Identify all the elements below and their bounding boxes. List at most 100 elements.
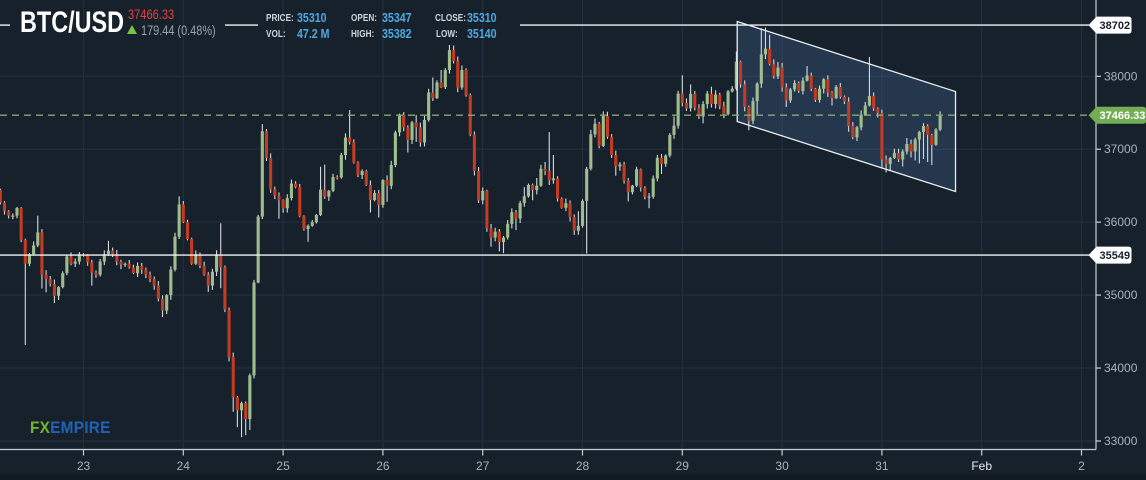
candle[interactable] (327, 190, 331, 197)
candle[interactable] (61, 273, 65, 288)
candle[interactable] (585, 168, 589, 201)
candle[interactable] (647, 196, 651, 198)
candle[interactable] (697, 107, 701, 117)
candle[interactable] (680, 93, 684, 103)
candle[interactable] (614, 154, 618, 167)
candle[interactable] (15, 207, 19, 216)
candle[interactable] (934, 129, 938, 145)
candle[interactable] (938, 115, 942, 130)
candle[interactable] (659, 157, 664, 164)
candle[interactable] (32, 245, 36, 255)
candle[interactable] (797, 82, 801, 91)
candle[interactable] (489, 228, 493, 238)
candle[interactable] (368, 184, 372, 201)
candle[interactable] (693, 93, 697, 108)
candle[interactable] (273, 189, 277, 196)
candle[interactable] (302, 216, 306, 230)
candle[interactable] (676, 93, 680, 126)
candle[interactable] (809, 75, 813, 89)
candle[interactable] (456, 60, 460, 88)
candle[interactable] (402, 114, 406, 128)
candle[interactable] (256, 216, 260, 283)
candle[interactable] (102, 254, 106, 262)
candle[interactable] (876, 108, 880, 113)
candle[interactable] (842, 96, 847, 102)
candle[interactable] (672, 125, 676, 135)
candle[interactable] (472, 134, 476, 172)
candle[interactable] (57, 287, 61, 296)
candle[interactable] (215, 254, 219, 272)
candle[interactable] (622, 164, 626, 181)
candle[interactable] (701, 104, 705, 117)
candle[interactable] (177, 204, 181, 237)
candle[interactable] (431, 92, 435, 99)
candle[interactable] (738, 61, 743, 85)
candle[interactable] (90, 262, 94, 273)
candle[interactable] (169, 269, 173, 296)
candle[interactable] (136, 265, 140, 274)
candle[interactable] (834, 86, 838, 99)
candle[interactable] (580, 200, 585, 226)
candle[interactable] (863, 105, 867, 115)
candle[interactable] (264, 131, 269, 158)
candle[interactable] (734, 61, 738, 89)
y-axis[interactable]: 38000 37000 36000 35000 34000 33000 (1096, 69, 1138, 448)
candle[interactable] (909, 143, 913, 152)
candle[interactable] (917, 132, 921, 140)
candle[interactable] (522, 196, 526, 204)
candle[interactable] (239, 403, 244, 411)
candle[interactable] (481, 190, 485, 201)
candle[interactable] (94, 272, 98, 275)
candle[interactable] (805, 75, 809, 81)
trend-channel-fill[interactable] (737, 21, 956, 192)
candle[interactable] (335, 176, 339, 179)
candle[interactable] (202, 265, 206, 275)
candle[interactable] (443, 70, 447, 88)
candle[interactable] (352, 141, 356, 163)
candle[interactable] (926, 126, 930, 136)
candle[interactable] (776, 67, 780, 77)
candle[interactable] (630, 185, 634, 193)
candle[interactable] (880, 112, 884, 160)
candle[interactable] (518, 203, 522, 219)
candle[interactable] (784, 87, 788, 101)
candle[interactable] (397, 114, 402, 133)
candle[interactable] (610, 136, 614, 155)
candle[interactable] (160, 298, 165, 311)
candle[interactable] (560, 198, 564, 208)
candle[interactable] (514, 212, 518, 219)
candle[interactable] (385, 180, 389, 186)
candle[interactable] (556, 178, 560, 199)
candle[interactable] (306, 225, 310, 230)
candle[interactable] (156, 285, 160, 299)
candle[interactable] (822, 79, 826, 89)
candle[interactable] (817, 88, 822, 100)
candle[interactable] (48, 279, 52, 285)
candle[interactable] (643, 187, 647, 197)
candle[interactable] (11, 215, 15, 217)
candle[interactable] (198, 254, 202, 266)
candle[interactable] (260, 131, 264, 217)
candle[interactable] (872, 95, 876, 109)
candle[interactable] (526, 184, 531, 197)
candle[interactable] (564, 203, 568, 208)
candle[interactable] (759, 54, 763, 84)
candle[interactable] (743, 84, 747, 107)
candle[interactable] (884, 159, 888, 164)
candle[interactable] (493, 231, 497, 238)
candle[interactable] (364, 171, 368, 185)
candle[interactable] (219, 254, 223, 268)
candle[interactable] (709, 93, 713, 105)
candle[interactable] (52, 284, 56, 296)
candle[interactable] (77, 254, 81, 262)
candle[interactable] (714, 94, 718, 105)
candle[interactable] (73, 261, 77, 264)
candle[interactable] (851, 126, 855, 138)
candle[interactable] (801, 80, 805, 91)
candle[interactable] (447, 50, 451, 71)
candle[interactable] (477, 171, 481, 201)
candle[interactable] (830, 92, 834, 99)
candle[interactable] (460, 70, 464, 88)
candle[interactable] (210, 271, 214, 286)
candle[interactable] (19, 207, 23, 240)
